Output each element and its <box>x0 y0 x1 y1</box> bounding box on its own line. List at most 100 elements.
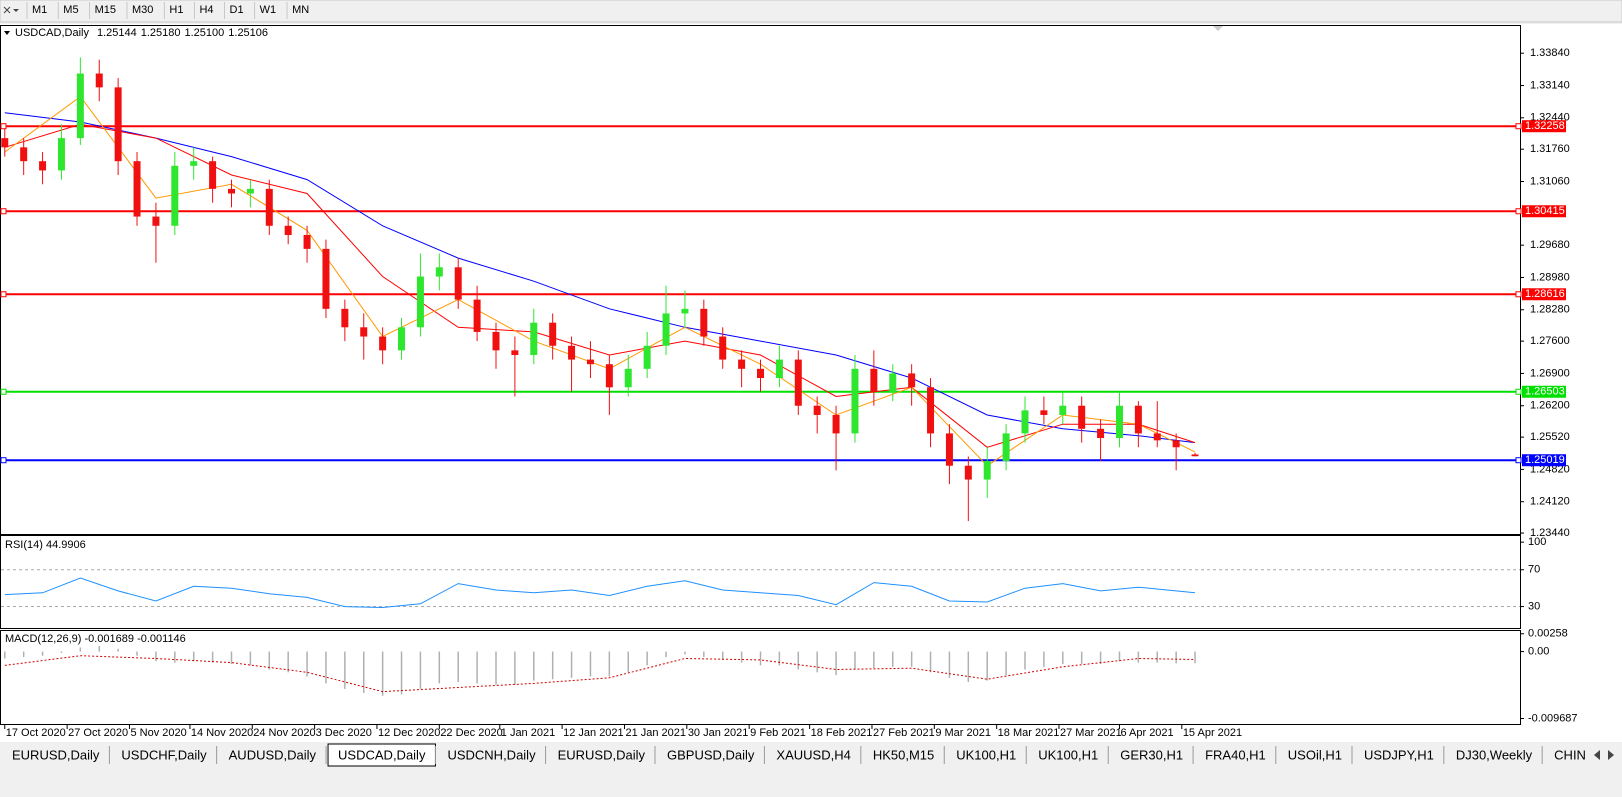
level-price-box <box>1522 385 1566 398</box>
chart-tab-label[interactable]: USDCAD,Daily <box>338 747 426 762</box>
x-tick-label: 27 Oct 2020 <box>68 727 128 739</box>
candle-body <box>738 359 746 369</box>
timeframe-button[interactable]: D1 <box>230 4 244 16</box>
indicator-title: RSI(14) 44.9906 <box>5 539 86 551</box>
level-price-box <box>1522 205 1566 218</box>
ohlc-value: 1.25144 <box>97 27 137 39</box>
chart-tab[interactable] <box>1028 744 1109 766</box>
level-handle <box>0 123 7 130</box>
candle-body <box>1002 433 1010 462</box>
chart-tab-label[interactable]: EURUSD,Daily <box>12 747 100 762</box>
timeframe-button[interactable]: M30 <box>132 4 153 16</box>
candle-body <box>454 267 462 300</box>
candle-body <box>643 345 651 369</box>
chart-tab-label[interactable]: UK100,H1 <box>1038 747 1098 762</box>
level-price-box <box>1522 454 1566 467</box>
candle-body <box>379 336 387 351</box>
chart-tab[interactable] <box>1195 744 1276 766</box>
chart-tab-label[interactable]: EURUSD,Daily <box>558 747 646 762</box>
chart-tab[interactable] <box>1445 744 1543 766</box>
candle-body <box>624 368 632 388</box>
candle-body <box>586 359 594 365</box>
level-handle <box>1515 208 1522 215</box>
candle-body <box>20 147 28 162</box>
candle-body <box>360 327 368 337</box>
chart-tab-label[interactable]: USOil,H1 <box>1288 747 1342 762</box>
chart-tab[interactable] <box>218 744 327 766</box>
candle-body <box>1097 428 1105 439</box>
chart-tab-label[interactable]: GER30,H1 <box>1120 747 1183 762</box>
level-price-label: 1.28616 <box>1525 288 1565 300</box>
chart-tab-label[interactable]: USDJPY,H1 <box>1364 747 1434 762</box>
chart-tab[interactable] <box>1353 744 1444 766</box>
chart-tab[interactable] <box>547 744 655 766</box>
chart-tab[interactable] <box>2 744 110 766</box>
tab-scroll-left[interactable] <box>1594 750 1600 760</box>
chart-tab-label[interactable]: FRA40,H1 <box>1205 747 1266 762</box>
x-tick-label: 27 Mar 2021 <box>1060 727 1122 739</box>
x-tick-label: 5 Nov 2020 <box>130 727 186 739</box>
chart-tab-label[interactable]: HK50,M15 <box>873 747 934 762</box>
timeframe-button[interactable]: MN <box>292 4 309 16</box>
candle-body <box>114 87 122 162</box>
candle-body <box>775 359 783 379</box>
timeframe-button[interactable]: M15 <box>95 4 116 16</box>
level-handle <box>0 388 7 395</box>
chart-tab-label[interactable]: USDCHF,Daily <box>121 747 207 762</box>
chart-tab[interactable] <box>1277 744 1352 766</box>
chart-tab[interactable] <box>111 744 217 766</box>
ohlc-value: 1.25106 <box>228 27 268 39</box>
chart-tab[interactable] <box>437 744 546 766</box>
chart-tab[interactable] <box>862 744 945 766</box>
y-tick-label: 1.24120 <box>1530 496 1570 508</box>
y-tick-label: 100 <box>1528 536 1546 548</box>
y-tick-label: 1.25520 <box>1530 431 1570 443</box>
candle-body <box>549 322 557 346</box>
timeframe-button[interactable]: H4 <box>199 4 213 16</box>
y-tick-label: 1.31060 <box>1530 175 1570 187</box>
chart-tab[interactable] <box>656 744 765 766</box>
y-tick-label: 0.00 <box>1528 645 1549 657</box>
chart-tab[interactable] <box>946 744 1027 766</box>
level-price-box <box>1522 120 1566 133</box>
level-handle <box>0 208 7 215</box>
timeframe-button[interactable]: H1 <box>169 4 183 16</box>
rsi-panel-frame <box>0 535 1521 629</box>
chart-tab-label[interactable]: USDCNH,Daily <box>447 747 536 762</box>
chart-tab-label[interactable]: UK100,H1 <box>956 747 1016 762</box>
chart-tab-label[interactable]: AUDUSD,Daily <box>229 747 317 762</box>
y-tick-label: 30 <box>1528 600 1540 612</box>
toolbar-dropdown[interactable] <box>13 9 19 12</box>
candle-body <box>303 235 311 249</box>
tab-scroll[interactable] <box>1586 744 1622 766</box>
timeframe-button[interactable]: M1 <box>32 4 47 16</box>
candle-body <box>889 373 897 392</box>
candle-body <box>416 276 424 328</box>
chart-tab[interactable] <box>1110 744 1194 766</box>
timeframe-button[interactable]: W1 <box>260 4 277 16</box>
y-tick-label: 0.00258 <box>1528 628 1568 640</box>
chart-tab-label[interactable]: GBPUSD,Daily <box>667 747 755 762</box>
timeframe-button[interactable]: M5 <box>63 4 78 16</box>
x-tick-label: 1 Jan 2021 <box>501 727 555 739</box>
candle-body <box>927 387 935 434</box>
level-handle <box>1515 291 1522 298</box>
candle-body <box>190 161 198 166</box>
candle-body <box>568 345 576 360</box>
x-tick-label: 30 Jan 2021 <box>688 727 749 739</box>
candle-body <box>908 373 916 388</box>
x-tick-label: 15 Apr 2021 <box>1183 727 1242 739</box>
toolbar-icon[interactable] <box>3 6 11 14</box>
candle-body <box>1172 440 1180 448</box>
x-tick-label: 17 Oct 2020 <box>6 727 66 739</box>
chart-tab-label[interactable]: DJ30,Weekly <box>1456 747 1533 762</box>
candle-body <box>265 188 273 226</box>
chart-tab-label[interactable]: XAUUSD,H4 <box>776 747 850 762</box>
level-handle <box>1515 123 1522 130</box>
candle-body <box>76 73 84 139</box>
tab-scroll-right[interactable] <box>1608 750 1614 760</box>
x-tick-label: 18 Feb 2021 <box>811 727 873 739</box>
chart-tab[interactable] <box>766 744 861 766</box>
